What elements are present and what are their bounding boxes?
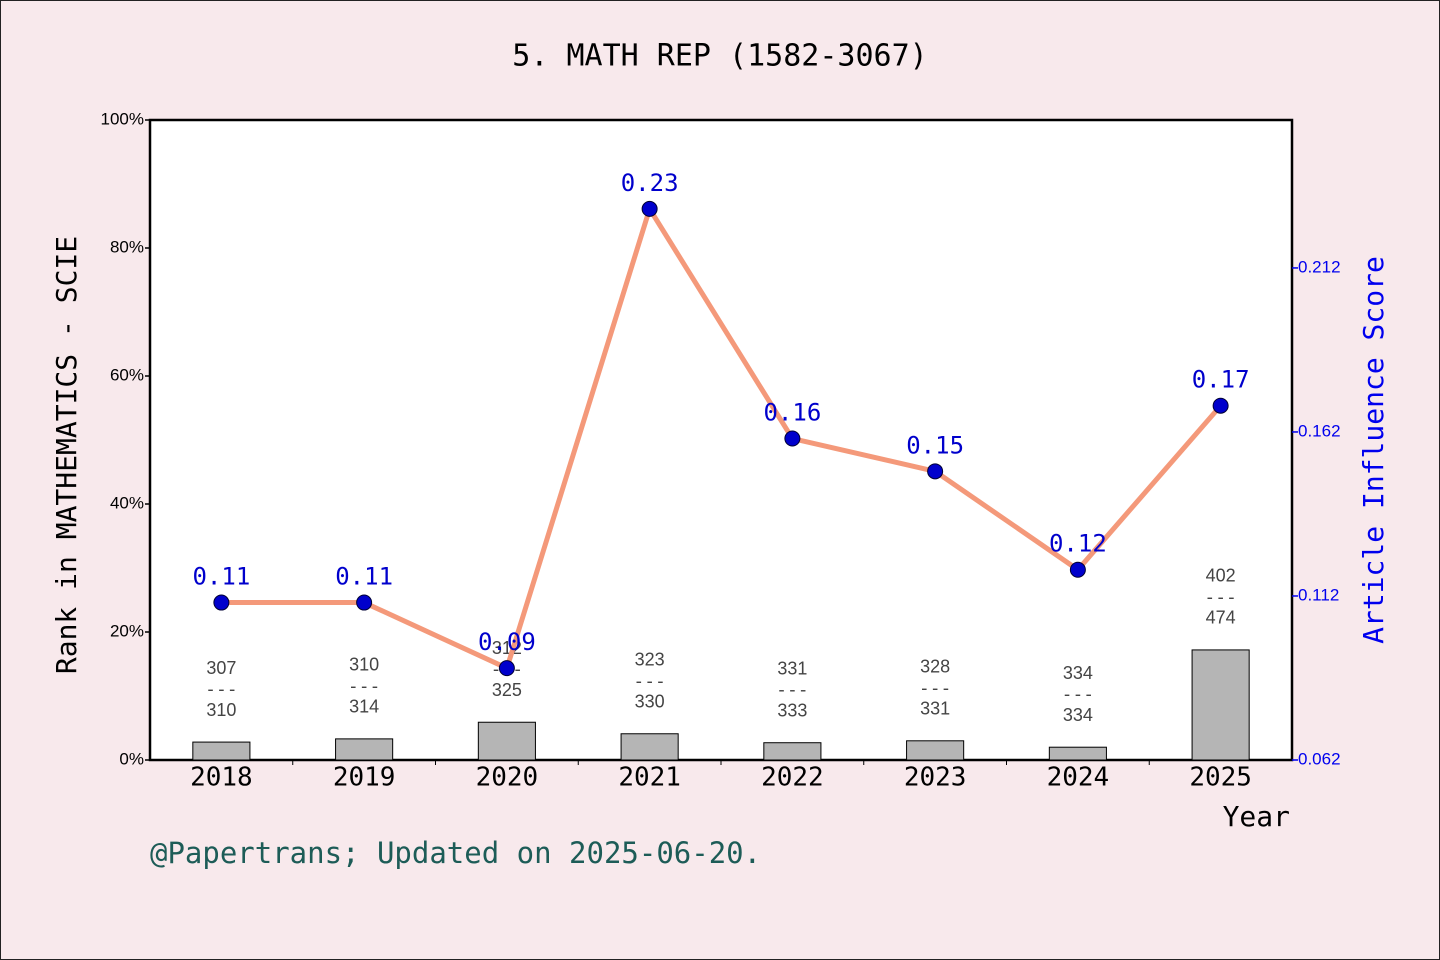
x-axis-label: Year	[1223, 800, 1290, 833]
rank-separator: ---	[633, 671, 666, 692]
rank-total: 330	[635, 692, 665, 712]
x-tick-label: 2022	[761, 763, 824, 793]
bar	[477, 721, 536, 761]
y2-tick-label: 0.162	[1298, 421, 1341, 440]
rank-total: 474	[1206, 608, 1236, 628]
marker	[1212, 397, 1229, 414]
x-tick-label: 2025	[1189, 763, 1252, 793]
rank-total: 310	[206, 700, 236, 720]
rank-total: 314	[349, 697, 379, 717]
rank-separator: ---	[1204, 587, 1237, 608]
bar	[1191, 649, 1250, 761]
bar	[192, 741, 251, 761]
rank-separator: ---	[348, 676, 381, 697]
rank-label: 323	[635, 650, 665, 670]
data-label: 0.23	[621, 169, 679, 197]
x-tick-label: 2021	[618, 763, 681, 793]
bar	[335, 738, 394, 761]
y-tick-label: 100%	[101, 109, 144, 128]
rank-total: 334	[1063, 705, 1093, 725]
y-tick-label: 20%	[110, 621, 144, 640]
y2-tick-label: 0.112	[1298, 585, 1339, 604]
bar	[620, 733, 679, 761]
plot-area	[148, 118, 1294, 762]
data-label: 0.17	[1192, 366, 1250, 394]
rank-total: 333	[777, 700, 807, 720]
y-tick-label: 40%	[110, 493, 144, 512]
y2-axis-label: Article Influence Score	[1357, 256, 1390, 644]
x-tick-label: 2024	[1047, 763, 1110, 793]
bar	[1048, 746, 1107, 761]
rank-separator: ---	[919, 678, 952, 699]
rank-label: 402	[1206, 566, 1236, 586]
data-label: 0.16	[763, 399, 821, 427]
y2-tick-label: 0.212	[1298, 257, 1341, 276]
marker	[1069, 561, 1086, 578]
rank-separator: ---	[1062, 684, 1095, 705]
marker	[213, 594, 230, 611]
y-tick-label: 60%	[110, 365, 144, 384]
footer: @Papertrans; Updated on 2025-06-20.	[150, 836, 761, 870]
rank-label: 334	[1063, 663, 1093, 683]
rank-separator: ---	[776, 680, 809, 701]
rank-total: 325	[492, 680, 522, 700]
chart-title: 5. MATH REP (1582-3067)	[512, 39, 927, 74]
marker	[784, 430, 801, 447]
bar	[763, 742, 822, 761]
rank-label: 307	[206, 658, 236, 678]
marker	[927, 463, 944, 480]
rank-label: 310	[349, 655, 379, 675]
marker	[498, 660, 515, 677]
y-tick-label: 0%	[119, 749, 144, 768]
y2-tick-label: 0.062	[1298, 749, 1341, 768]
line	[221, 202, 1223, 672]
rank-separator: ---	[205, 679, 238, 700]
data-label: 0.12	[1049, 530, 1107, 558]
data-label: 0.11	[192, 563, 250, 591]
marker	[641, 200, 658, 217]
marker	[356, 594, 373, 611]
x-tick-label: 2020	[476, 763, 539, 793]
rank-label: 328	[920, 657, 950, 677]
bar	[906, 740, 965, 761]
rank-total: 331	[920, 699, 950, 719]
data-label: 0.09	[478, 628, 536, 656]
x-tick-label: 2023	[904, 763, 967, 793]
data-label: 0.15	[906, 431, 964, 459]
x-tick-label: 2018	[190, 763, 253, 793]
y-axis-label: Rank in MATHEMATICS - SCIE	[50, 236, 83, 674]
rank-label: 331	[777, 658, 807, 678]
data-label: 0.11	[335, 563, 393, 591]
x-tick-label: 2019	[333, 763, 396, 793]
y-tick-label: 80%	[110, 237, 144, 256]
